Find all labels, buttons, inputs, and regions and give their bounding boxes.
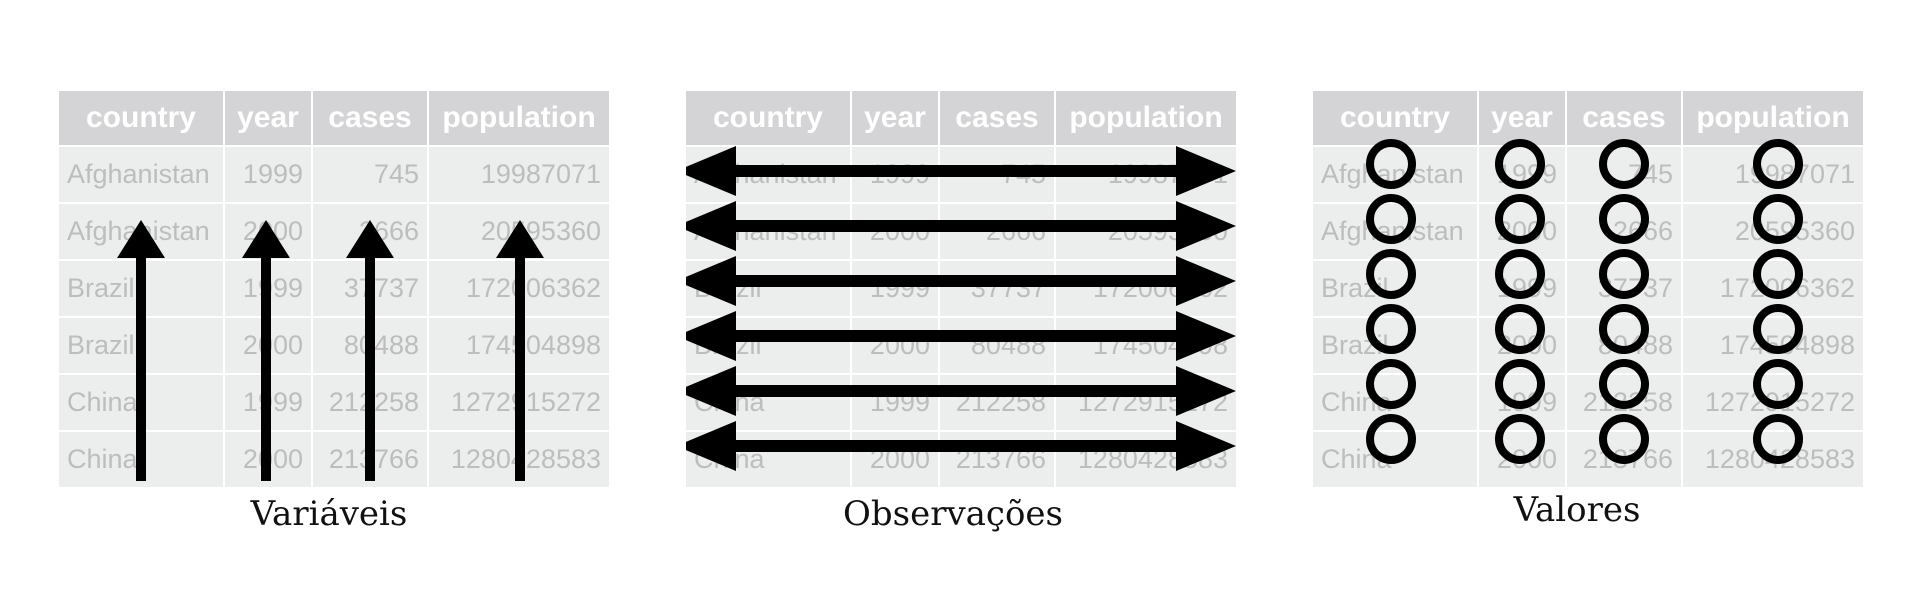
cell-cases: 37737 bbox=[1567, 259, 1683, 316]
horizontal-double-arrow-icon bbox=[686, 421, 1236, 471]
cell-country: China bbox=[1313, 430, 1479, 487]
circle-icon bbox=[1599, 194, 1649, 244]
vertical-double-arrow-icon bbox=[242, 220, 290, 481]
circle-icon bbox=[1366, 194, 1416, 244]
circle-icon bbox=[1495, 194, 1545, 244]
horizontal-double-arrow-icon bbox=[686, 311, 1236, 361]
horizontal-double-arrow-icon bbox=[686, 256, 1236, 306]
header-row: country year cases population bbox=[686, 91, 1236, 145]
header-country: country bbox=[59, 91, 225, 145]
circle-icon bbox=[1753, 249, 1803, 299]
observations-caption: Observações bbox=[842, 494, 1064, 534]
header-population: population bbox=[429, 91, 609, 145]
data-table: country year cases population Afghanista… bbox=[1313, 91, 1863, 487]
header-year: year bbox=[852, 91, 940, 145]
circle-icon bbox=[1753, 414, 1803, 464]
circle-icon bbox=[1599, 139, 1649, 189]
horizontal-double-arrow-icon bbox=[686, 146, 1236, 196]
horizontal-double-arrow-icon bbox=[686, 366, 1236, 416]
header-year: year bbox=[225, 91, 313, 145]
circle-icon bbox=[1599, 249, 1649, 299]
cell-year: 1999 bbox=[1479, 145, 1567, 202]
observations-panel: country year cases population Afghanista… bbox=[686, 91, 1236, 487]
header-cases: cases bbox=[1567, 91, 1683, 145]
circle-icon bbox=[1366, 249, 1416, 299]
vertical-double-arrow-icon bbox=[117, 220, 165, 481]
circle-icon bbox=[1753, 359, 1803, 409]
horizontal-double-arrow-icon bbox=[686, 201, 1236, 251]
values-panel: country year cases population Afghanista… bbox=[1313, 91, 1863, 487]
header-year: year bbox=[1479, 91, 1567, 145]
variable-arrows-overlay bbox=[117, 220, 544, 481]
circle-icon bbox=[1495, 414, 1545, 464]
circle-icon bbox=[1753, 139, 1803, 189]
header-population: population bbox=[1056, 91, 1236, 145]
circle-icon bbox=[1495, 359, 1545, 409]
header-country: country bbox=[1313, 91, 1479, 145]
header-cases: cases bbox=[313, 91, 429, 145]
values-caption: Valores bbox=[1513, 490, 1641, 530]
vertical-double-arrow-icon bbox=[496, 220, 544, 481]
circle-icon bbox=[1599, 304, 1649, 354]
cell-cases: 745 bbox=[313, 145, 429, 202]
value-circles-overlay bbox=[1366, 139, 1803, 464]
cell-cases: 213766 bbox=[1567, 430, 1683, 487]
cell-country: Afghanistan bbox=[59, 145, 225, 202]
cell-population: 19987071 bbox=[429, 145, 609, 202]
variables-caption: Variáveis bbox=[250, 494, 408, 534]
circle-icon bbox=[1366, 139, 1416, 189]
header-row: country year cases population bbox=[59, 91, 609, 145]
vertical-double-arrow-icon bbox=[346, 220, 394, 481]
header-row: country year cases population bbox=[1313, 91, 1863, 145]
circle-icon bbox=[1753, 194, 1803, 244]
circle-icon bbox=[1366, 359, 1416, 409]
circle-icon bbox=[1753, 304, 1803, 354]
variables-panel: country year cases population Afghanista… bbox=[59, 91, 609, 487]
circle-icon bbox=[1366, 414, 1416, 464]
header-cases: cases bbox=[940, 91, 1056, 145]
circle-icon bbox=[1599, 414, 1649, 464]
cell-cases: 745 bbox=[1567, 145, 1683, 202]
observation-arrows-overlay bbox=[686, 146, 1236, 471]
header-country: country bbox=[686, 91, 852, 145]
circle-icon bbox=[1495, 139, 1545, 189]
circle-icon bbox=[1495, 304, 1545, 354]
circle-icon bbox=[1599, 359, 1649, 409]
header-population: population bbox=[1683, 91, 1863, 145]
circle-icon bbox=[1495, 249, 1545, 299]
cell-year: 1999 bbox=[225, 145, 313, 202]
circle-icon bbox=[1366, 304, 1416, 354]
